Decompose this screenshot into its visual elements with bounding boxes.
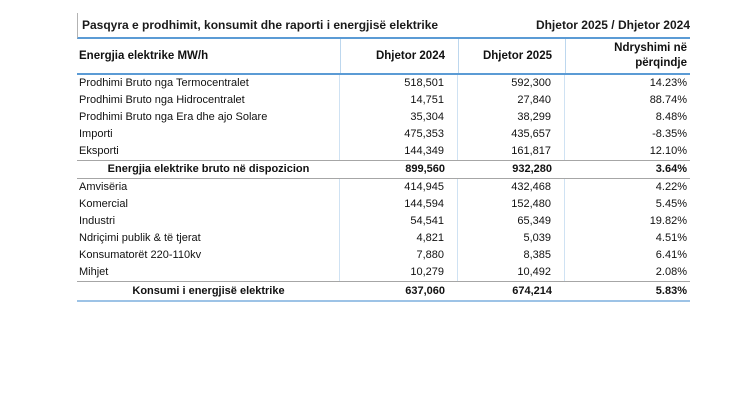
table-row: Ndriçimi publik & të tjerat 4,821 5,039 4.5… <box>77 229 690 247</box>
value-2024: 475,353 <box>340 125 458 143</box>
table-body: Prodhimi Bruto nga Termocentralet 518,501… <box>77 74 690 302</box>
value-2025: 27,840 <box>458 91 565 109</box>
value-change-pct: 12.10% <box>649 145 687 158</box>
column-header-dec-2025: Dhjetor 2025 <box>458 39 565 73</box>
table-row: Konsumatorët 220-110kv 7,880 8,385 6.41% <box>77 246 690 264</box>
value-change-pct: 6.41% <box>655 249 687 262</box>
row-label: Mihjet <box>77 263 340 281</box>
table-row: Prodhimi Bruto nga Era dhe ajo Solare 35,… <box>77 108 690 126</box>
value-change-pct: 88.74% <box>649 94 687 107</box>
value-change-pct: 4.22% <box>655 181 687 194</box>
column-header-change: Ndryshimi në përqindje <box>565 39 690 73</box>
value-2024: 35,304 <box>340 108 458 126</box>
value-2024: 518,501 <box>340 74 458 92</box>
value-2025: 152,480 <box>458 195 565 213</box>
value-2025: 674,214 <box>512 284 552 297</box>
summary-row: Konsumi i energjisë elektrike 637,060 674,… <box>77 280 690 302</box>
report-period: Dhjetor 2025 / Dhjetor 2024 <box>535 18 690 32</box>
row-label: Prodhimi Bruto nga Era dhe ajo Solare <box>77 108 340 126</box>
row-label: Industri <box>77 212 340 230</box>
row-label: Ndriçimi publik & të tjerat <box>77 229 340 247</box>
value-change-pct: -8.35% <box>652 128 687 141</box>
value-change-pct: 8.48% <box>655 111 687 124</box>
table-row: Prodhimi Bruto nga Hidrocentralet 14,751 2… <box>77 91 690 109</box>
table-row: Eksporti 144,349 161,817 12.10% <box>77 142 690 160</box>
table-row: Prodhimi Bruto nga Termocentralet 518,501… <box>77 74 690 92</box>
value-2024: 54,541 <box>340 212 458 230</box>
value-2025: 65,349 <box>458 212 565 230</box>
value-2024: 637,060 <box>405 284 445 297</box>
value-2024: 7,880 <box>340 246 458 264</box>
value-2024: 10,279 <box>340 263 458 281</box>
report-title: Pasqyra e prodhimit, konsumit dhe raport… <box>82 18 439 32</box>
row-label: Komercial <box>77 195 340 213</box>
row-label: Energjia elektrike bruto në dispozicion <box>107 163 310 176</box>
value-2025: 432,468 <box>458 178 565 196</box>
value-2025: 5,039 <box>458 229 565 247</box>
row-label: Importi <box>77 125 340 143</box>
value-change-pct: 3.64% <box>655 163 687 176</box>
value-2024: 144,594 <box>340 195 458 213</box>
table-row: Importi 475,353 435,657 -8.35% <box>77 125 690 143</box>
value-2025: 10,492 <box>458 263 565 281</box>
table-row: Industri 54,541 65,349 19.82% <box>77 212 690 230</box>
value-2024: 14,751 <box>340 91 458 109</box>
value-change-pct: 4.51% <box>655 232 687 245</box>
value-change-pct: 2.08% <box>655 266 687 279</box>
value-2025: 38,299 <box>458 108 565 126</box>
row-label: Amvisëria <box>77 178 340 196</box>
value-2025: 592,300 <box>458 74 565 92</box>
energy-report-table: Pasqyra e prodhimit, konsumit dhe raport… <box>77 13 690 302</box>
row-label: Eksporti <box>77 142 340 160</box>
row-label: Konsumatorët 220-110kv <box>77 246 340 264</box>
value-2025: 8,385 <box>458 246 565 264</box>
value-2025: 932,280 <box>512 163 552 176</box>
summary-row: Energjia elektrike bruto në dispozicion 8… <box>77 159 690 179</box>
table-row: Mihjet 10,279 10,492 2.08% <box>77 263 690 281</box>
value-2025: 161,817 <box>458 142 565 160</box>
row-label: Konsumi i energjisë elektrike <box>132 284 285 297</box>
value-2025: 435,657 <box>458 125 565 143</box>
title-bar: Pasqyra e prodhimit, konsumit dhe raport… <box>77 13 690 39</box>
value-change-pct: 5.45% <box>655 198 687 211</box>
value-2024: 899,560 <box>405 163 445 176</box>
row-label: Prodhimi Bruto nga Hidrocentralet <box>77 91 340 109</box>
value-change-pct: 14.23% <box>649 77 687 90</box>
value-2024: 414,945 <box>340 178 458 196</box>
table-header-row: Energjia elektrike MW/h Dhjetor 2024 Dhj… <box>77 39 690 75</box>
row-label: Prodhimi Bruto nga Termocentralet <box>77 74 340 92</box>
column-header-energy: Energjia elektrike MW/h <box>79 49 209 62</box>
column-header-dec-2024: Dhjetor 2024 <box>340 39 458 73</box>
table-row: Amvisëria 414,945 432,468 4.22% <box>77 178 690 196</box>
value-change-pct: 19.82% <box>649 215 687 228</box>
value-2024: 144,349 <box>340 142 458 160</box>
value-2024: 4,821 <box>340 229 458 247</box>
value-change-pct: 5.83% <box>655 284 687 297</box>
table-row: Komercial 144,594 152,480 5.45% <box>77 195 690 213</box>
